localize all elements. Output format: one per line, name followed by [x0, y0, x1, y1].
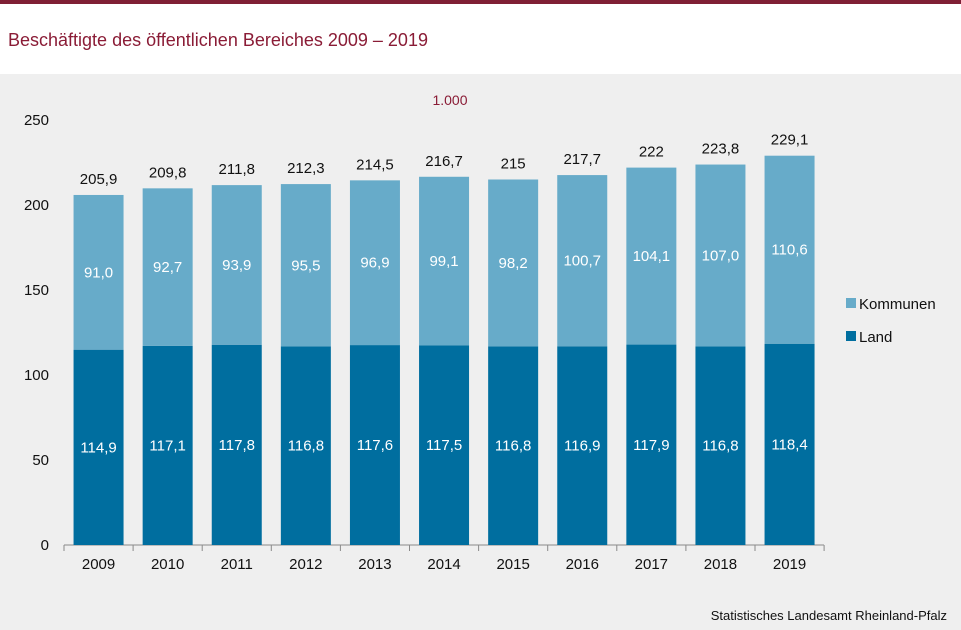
bar-land	[695, 346, 746, 545]
data-label-total: 205,9	[80, 171, 118, 188]
x-tick-label: 2013	[358, 556, 391, 573]
bar-kommunen	[488, 179, 539, 347]
data-label-kommunen: 98,2	[499, 255, 528, 272]
bars: 114,9 91,0 205,9 117,1 92,7 209,8 117,8 93,9 211…	[73, 132, 815, 545]
bar-kommunen	[349, 180, 400, 346]
x-tick-label: 2016	[566, 556, 599, 573]
bar-kommunen	[211, 185, 262, 345]
y-tick-label: 50	[32, 452, 49, 469]
y-tick-label: 250	[24, 112, 49, 129]
bar-kommunen	[626, 167, 677, 345]
y-tick-label: 150	[24, 282, 49, 299]
legend-swatch-land	[846, 331, 856, 341]
data-label-land: 117,9	[633, 437, 669, 454]
y-axis: 0 50 100 150 200 250	[24, 112, 49, 554]
top-rule	[0, 0, 961, 4]
data-label-total: 214,5	[356, 156, 394, 173]
unit-label: 1.000	[432, 92, 467, 108]
data-label-total: 211,8	[219, 161, 255, 178]
data-label-land: 116,9	[564, 438, 600, 455]
bar-kommunen	[419, 176, 470, 346]
data-label-kommunen: 110,6	[771, 242, 807, 259]
data-label-total: 209,8	[149, 164, 187, 181]
data-label-land: 116,8	[288, 438, 324, 455]
data-label-kommunen: 107,0	[702, 247, 740, 264]
bar-land	[419, 345, 470, 545]
bar-land	[211, 344, 262, 545]
data-label-total: 215	[501, 156, 526, 173]
bar-kommunen	[695, 164, 746, 347]
x-tick-label: 2011	[221, 556, 253, 573]
data-label-land: 116,8	[495, 438, 531, 455]
x-tick-label: 2010	[151, 556, 184, 573]
data-label-total: 229,1	[771, 132, 809, 149]
data-label-kommunen: 104,1	[633, 248, 671, 265]
data-label-kommunen: 92,7	[153, 259, 182, 276]
bar-kommunen	[73, 194, 124, 350]
data-label-land: 117,1	[149, 437, 185, 454]
legend-label-land: Land	[859, 329, 892, 346]
x-tick-label: 2015	[496, 556, 529, 573]
bar-land	[73, 349, 124, 545]
y-tick-label: 0	[41, 537, 49, 554]
data-label-land: 118,4	[771, 436, 807, 453]
x-tick-label: 2019	[773, 556, 806, 573]
x-tick-label: 2012	[289, 556, 322, 573]
bar-land	[280, 346, 331, 545]
x-axis: 2009 2010 2011 2012 2013 2014 2015 2016 2017 2018…	[63, 544, 825, 573]
data-label-kommunen: 91,0	[84, 264, 113, 281]
data-label-land: 116,8	[702, 438, 738, 455]
bar-land	[557, 346, 608, 545]
data-label-land: 117,5	[426, 437, 462, 454]
bar-kommunen	[764, 155, 815, 344]
bar-land	[349, 345, 400, 545]
bar-kommunen	[557, 175, 608, 347]
legend-label-kommunen: Kommunen	[859, 296, 936, 313]
data-label-kommunen: 95,5	[291, 257, 320, 274]
data-label-total: 222	[639, 144, 664, 161]
data-label-kommunen: 93,9	[222, 257, 251, 274]
x-tick-label: 2014	[427, 556, 460, 573]
chart-title: Beschäftigte des öffentlichen Bereiches …	[8, 30, 428, 50]
legend: Kommunen Land	[846, 296, 936, 346]
data-label-kommunen: 99,1	[429, 253, 458, 270]
source-note: Statistisches Landesamt Rheinland-Pfalz	[710, 608, 947, 623]
bar-land	[626, 344, 677, 545]
bar-land	[142, 345, 193, 545]
bar-land	[488, 346, 539, 545]
data-label-land: 117,6	[357, 437, 393, 454]
x-tick-label: 2018	[704, 556, 737, 573]
bar-kommunen	[280, 184, 331, 347]
bar-land	[764, 343, 815, 545]
y-tick-label: 200	[24, 197, 49, 214]
legend-swatch-kommunen	[846, 298, 856, 308]
x-tick-label: 2009	[82, 556, 115, 573]
data-label-total: 212,3	[287, 160, 325, 177]
data-label-land: 114,9	[80, 439, 116, 456]
bar-kommunen	[142, 188, 193, 346]
data-label-kommunen: 100,7	[563, 253, 601, 270]
data-label-kommunen: 96,9	[360, 255, 389, 272]
data-label-total: 223,8	[702, 141, 740, 158]
data-label-total: 216,7	[425, 153, 463, 170]
data-label-land: 117,8	[219, 437, 255, 454]
data-label-total: 217,7	[563, 151, 601, 168]
x-tick-label: 2017	[635, 556, 668, 573]
y-tick-label: 100	[24, 367, 49, 384]
